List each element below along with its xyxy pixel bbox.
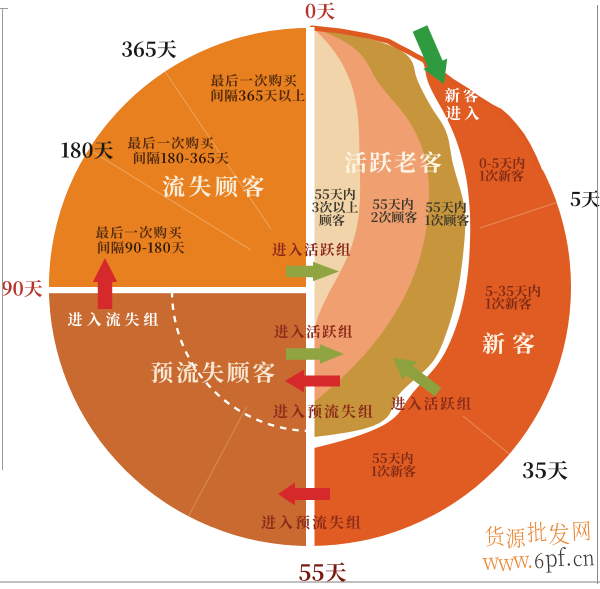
svg-text:预流失顾客: 预流失顾客 — [150, 355, 278, 388]
svg-text:间隔365天以上: 间隔365天以上 — [210, 85, 306, 105]
svg-text:55天内: 55天内 — [314, 184, 355, 203]
svg-text:进入流失组: 进入流失组 — [67, 309, 162, 330]
svg-text:2次顾客: 2次顾客 — [371, 207, 418, 226]
svg-text:55天: 55天 — [298, 557, 346, 585]
svg-text:90天: 90天 — [1, 275, 43, 302]
svg-text:货源批发网: 货源批发网 — [484, 513, 593, 555]
svg-text:活跃老客: 活跃老客 — [344, 145, 444, 178]
svg-text:1次新客: 1次新客 — [485, 293, 532, 313]
svg-text:1次顾客: 1次顾客 — [424, 210, 469, 229]
svg-text:进入预流失组: 进入预流失组 — [261, 512, 363, 533]
svg-text:5-35天内: 5-35天内 — [485, 280, 541, 300]
svg-text:365天: 365天 — [121, 34, 177, 63]
svg-text:最后一次购买: 最后一次购买 — [128, 132, 215, 152]
svg-text:间隔90-180天: 间隔90-180天 — [97, 237, 185, 257]
svg-text:最后一次购买: 最后一次购买 — [96, 222, 183, 242]
svg-text:www.6pf.cn: www.6pf.cn — [481, 538, 596, 579]
svg-text:0-5天内: 0-5天内 — [479, 153, 525, 172]
svg-text:间隔180-365天: 间隔180-365天 — [133, 147, 230, 167]
svg-text:35天: 35天 — [522, 455, 568, 485]
svg-text:进入活跃组: 进入活跃组 — [391, 393, 474, 414]
svg-text:1次新客: 1次新客 — [371, 461, 416, 480]
svg-text:顾客: 顾客 — [319, 210, 345, 229]
svg-text:进入活跃组: 进入活跃组 — [272, 239, 352, 260]
svg-text:新客: 新客 — [444, 84, 481, 106]
svg-text:1次新客: 1次新客 — [479, 166, 524, 185]
svg-text:最后一次购买: 最后一次购买 — [211, 70, 298, 90]
svg-text:55天内: 55天内 — [372, 194, 413, 213]
svg-text:新客: 新客 — [482, 326, 542, 359]
svg-text:3次以上: 3次以上 — [312, 197, 359, 216]
svg-text:进入活跃组: 进入活跃组 — [274, 321, 354, 342]
svg-text:进入预流失组: 进入预流失组 — [273, 401, 375, 422]
svg-text:0天: 0天 — [305, 0, 335, 24]
svg-text:5天: 5天 — [570, 185, 600, 212]
svg-text:55天内: 55天内 — [425, 197, 466, 216]
svg-text:流失顾客: 流失顾客 — [162, 169, 268, 202]
svg-text:进入: 进入 — [445, 102, 482, 124]
svg-text:180天: 180天 — [60, 135, 113, 164]
svg-text:55天内: 55天内 — [372, 448, 413, 467]
